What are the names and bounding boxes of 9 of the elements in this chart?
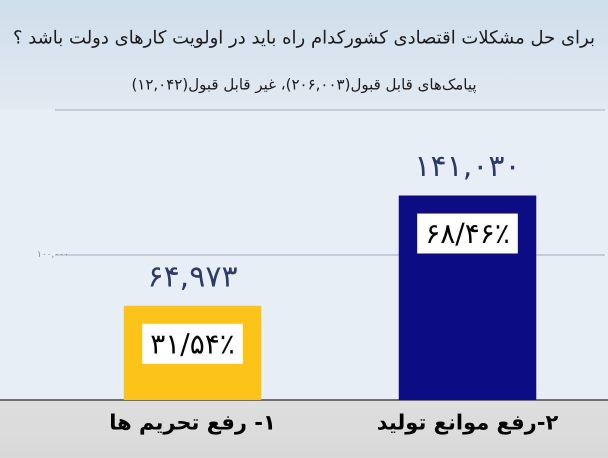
- x-tick-label: ۲-رفع موانع تولید: [376, 410, 558, 436]
- y-tick-label: ۱۰۰,۰۰۰: [37, 250, 69, 260]
- data-label: ۱۴۱,۰۳۰: [414, 149, 521, 184]
- data-label: ۶۴,۹۷۳: [147, 259, 238, 294]
- annotation: ۳۱/۵۴٪: [150, 327, 235, 360]
- chart-subtitle: پیامک‌های قابل قبول(۲۰۶,۰۰۳)، غیر قابل قبول(۱۲,۰۴۲): [131, 76, 477, 94]
- x-tick-label: ۱- رفع تحریم ها: [109, 410, 276, 436]
- annotation: ۶۸/۴۶٪: [425, 217, 510, 250]
- chart-title: برای حل مشکلات اقتصادی کشورکدام راه باید در اولویت کارهای دولت باشد ؟: [13, 28, 595, 48]
